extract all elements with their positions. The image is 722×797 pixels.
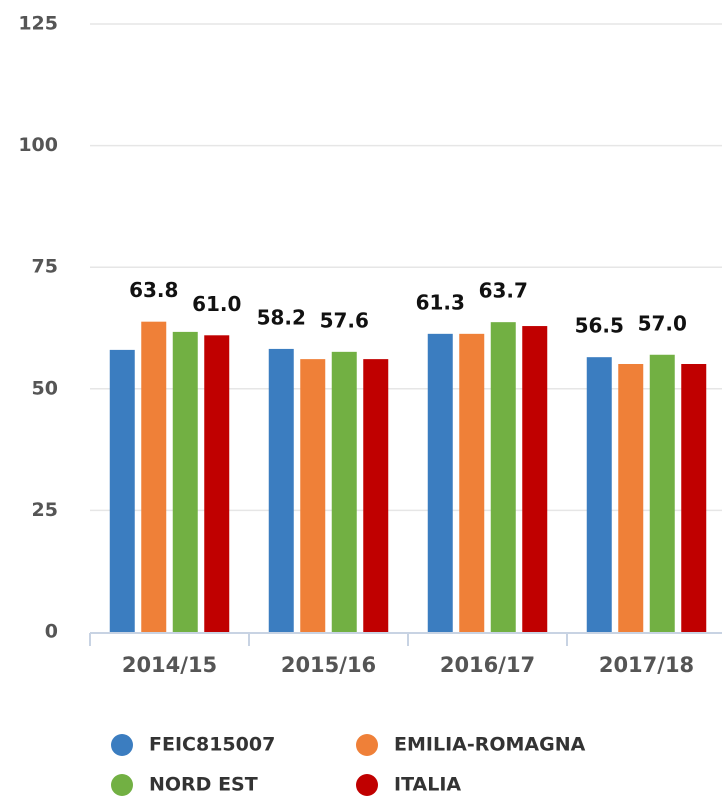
bar	[204, 335, 230, 632]
data-label: 63.7	[479, 279, 528, 303]
legend-label: FEIC815007	[149, 734, 275, 756]
legend-marker	[356, 734, 378, 756]
x-tick-label: 2014/15	[122, 653, 217, 677]
bar	[586, 357, 612, 632]
legend-marker	[356, 774, 378, 796]
bar	[681, 363, 707, 632]
bar	[268, 348, 294, 632]
data-label: 58.2	[257, 305, 306, 329]
bar	[618, 363, 644, 632]
y-tick-label: 25	[32, 499, 58, 521]
data-label: 63.8	[129, 278, 178, 302]
legend-marker	[111, 774, 133, 796]
legend-label: EMILIA-ROMAGNA	[394, 734, 586, 756]
y-tick-label: 50	[32, 377, 58, 399]
x-tick-label: 2015/16	[281, 653, 376, 677]
data-label: 61.0	[192, 292, 241, 316]
x-tick-label: 2017/18	[599, 653, 694, 677]
bar	[459, 333, 485, 632]
legend-label: NORD EST	[149, 774, 258, 796]
bar	[490, 322, 516, 632]
x-tick-label: 2016/17	[440, 653, 535, 677]
bar	[522, 326, 548, 632]
bar	[427, 333, 453, 632]
y-tick-label: 75	[32, 256, 58, 278]
y-tick-label: 0	[45, 621, 58, 643]
bar	[172, 331, 198, 632]
y-tick-label: 125	[18, 13, 58, 35]
data-label: 57.0	[638, 311, 687, 335]
bar	[649, 354, 675, 632]
data-label: 57.6	[320, 308, 369, 332]
data-label: 56.5	[575, 314, 624, 338]
legend-marker	[111, 734, 133, 756]
bar	[109, 349, 135, 632]
bar	[300, 359, 326, 632]
data-label: 61.3	[416, 290, 465, 314]
bar	[331, 351, 357, 632]
y-tick-label: 100	[18, 134, 58, 156]
legend-label: ITALIA	[394, 774, 461, 796]
bar	[141, 321, 167, 632]
bar	[363, 359, 389, 632]
